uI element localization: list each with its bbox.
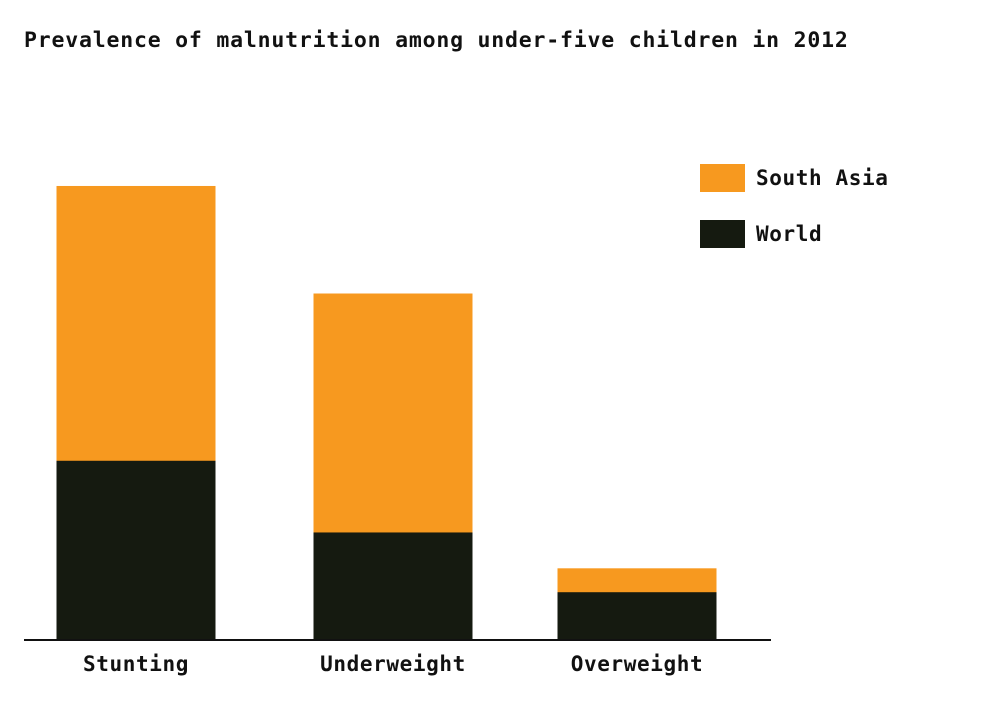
legend-swatch-world: [700, 220, 745, 248]
legend-label-world: World: [756, 222, 822, 246]
x-tick-label-stunting: Stunting: [83, 652, 189, 676]
x-tick-label-underweight: Underweight: [320, 652, 466, 676]
legend-label-south-asia: South Asia: [756, 166, 888, 190]
bars-layer: [56, 185, 717, 640]
chart-title: Prevalence of malnutrition among under-f…: [24, 28, 849, 53]
x-tick-labels: Stunting Underweight Overweight: [83, 652, 703, 676]
bar-world-underweight: [313, 532, 473, 640]
x-tick-label-overweight: Overweight: [571, 652, 703, 676]
bar-world-stunting: [56, 460, 216, 640]
legend: South Asia World: [700, 164, 888, 248]
bar-world-overweight: [557, 592, 717, 640]
legend-swatch-south-asia: [700, 164, 745, 192]
